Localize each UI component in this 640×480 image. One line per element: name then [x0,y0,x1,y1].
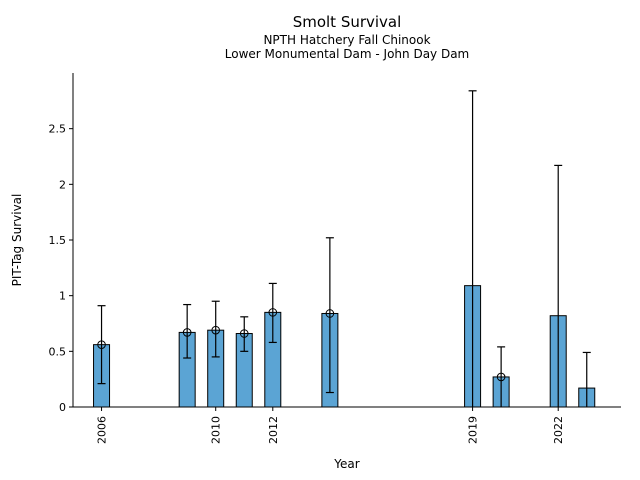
mean-marker-2010 [211,325,221,335]
mean-marker-2009 [182,328,192,337]
y-tick-label-0.5: 0.5 [49,345,67,358]
x-tick-label-2012: 2012 [267,416,280,444]
mean-marker-2014 [325,309,335,318]
mean-marker-2012 [268,308,278,317]
mean-marker-2006 [97,340,106,349]
x-tick-label-2006: 2006 [96,416,109,444]
chart-title: Smolt Survival [292,13,402,31]
chart-subtitle-line1: NPTH Hatchery Fall Chinook [263,33,431,47]
chart-subtitle-line2: Lower Monumental Dam - John Day Dam [224,47,470,61]
x-tick-label-2022: 2022 [552,416,565,444]
y-tick-label-2.5: 2.5 [49,123,67,136]
y-tick-label-0: 0 [59,401,66,414]
mean-marker-2011 [239,329,249,338]
y-tick-label-1: 1 [59,290,66,303]
mean-marker-2020 [496,372,506,382]
y-tick-label-1.5: 1.5 [49,234,67,247]
x-tick-label-2019: 2019 [467,416,480,444]
y-tick-label-2: 2 [59,178,66,191]
x-tick-label-2010: 2010 [210,416,223,444]
x-axis-label: Year [334,457,360,471]
